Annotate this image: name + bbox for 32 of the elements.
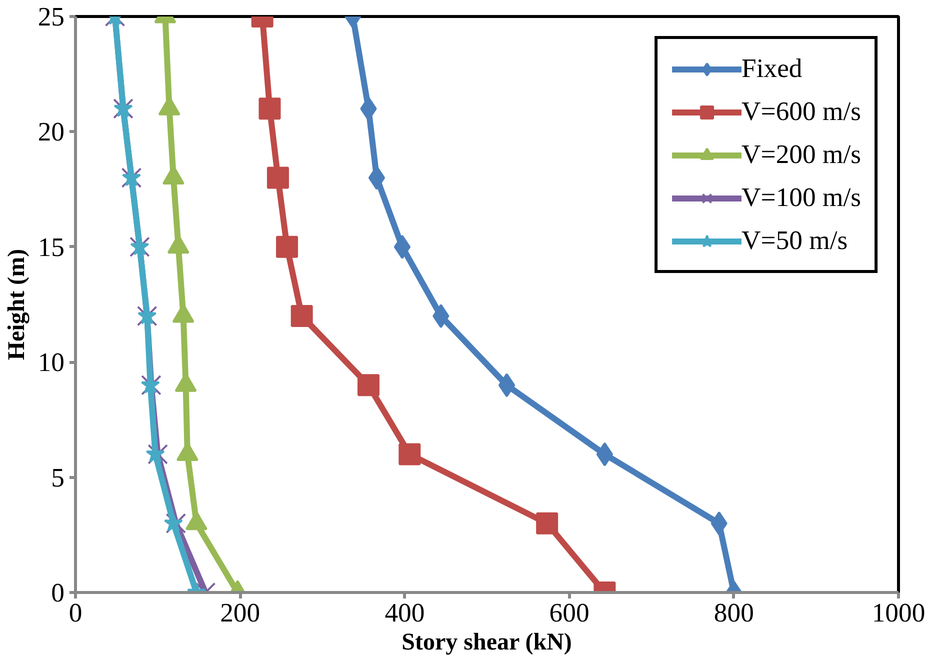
x-axis-title: Story shear (kN) — [402, 630, 572, 656]
x-tick-label: 600 — [549, 598, 590, 628]
y-tick-label: 10 — [38, 347, 64, 378]
point — [164, 513, 183, 532]
point — [536, 512, 558, 534]
point — [258, 98, 281, 120]
point — [394, 234, 411, 259]
legend-label: V=600 m/s — [742, 96, 861, 127]
point — [148, 444, 168, 464]
point — [398, 443, 421, 466]
y-tick-label: 5 — [51, 462, 64, 492]
y-axis-title: Height (m) — [4, 248, 30, 360]
y-tick-label: 20 — [38, 116, 64, 147]
point — [498, 373, 516, 398]
y-tick-label: 0 — [51, 578, 64, 608]
y-tick-label: 15 — [38, 232, 64, 262]
legend-label: Fixed — [742, 53, 802, 84]
point — [357, 374, 380, 396]
y-tick-label: 25 — [38, 2, 64, 32]
x-tick-label: 800 — [714, 598, 754, 628]
x-tick-label: 400 — [384, 598, 425, 628]
point — [368, 166, 386, 190]
legend-label: V=100 m/s — [742, 182, 861, 213]
x-tick-label: 200 — [220, 598, 260, 628]
point — [596, 442, 614, 466]
x-tick-label: 1000 — [872, 598, 926, 628]
point — [166, 513, 186, 534]
legend-label: V=200 m/s — [742, 139, 861, 170]
legend-label: V=50 m/s — [742, 225, 848, 256]
point — [276, 236, 298, 258]
point — [266, 166, 289, 189]
point — [290, 305, 313, 328]
